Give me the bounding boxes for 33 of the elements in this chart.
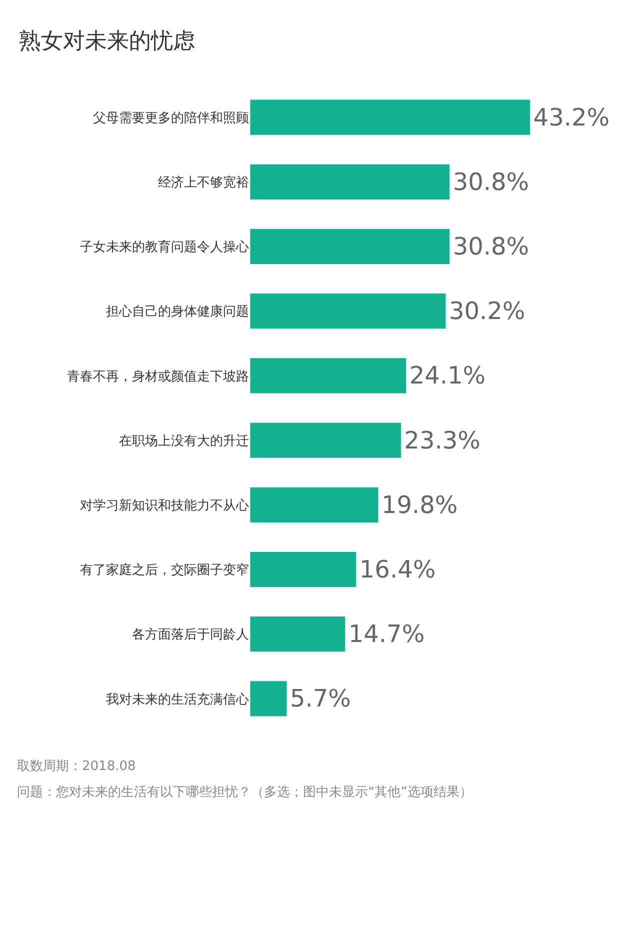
bar xyxy=(250,680,288,717)
bar xyxy=(250,486,379,523)
y-tick-label: 子女未来的教育问题令人操心 xyxy=(80,239,249,256)
text: 问题：您对未来的生活有以下哪些担忧？（多选；图中未显示“其他”选项结果） xyxy=(17,785,472,800)
y-tick-label: 各方面落后于同龄人 xyxy=(132,626,249,643)
bar xyxy=(250,616,346,652)
data-label: 5.7% xyxy=(290,684,351,713)
data-label: 19.8% xyxy=(381,490,458,519)
chart-title: 熟女对未来的忧虑 xyxy=(19,28,196,54)
y-tick-label: 青春不再，身材或颜值走下坡路 xyxy=(67,369,249,384)
data-label: 14.7% xyxy=(348,620,425,648)
data-label: 24.1% xyxy=(409,362,486,390)
y-tick-label: 有了家庭之后，交际圈子变窄 xyxy=(80,562,249,578)
bar xyxy=(250,164,450,200)
data-label: 43.2% xyxy=(533,103,610,132)
bar xyxy=(250,228,450,265)
y-tick-label: 担心自己的身体健康问题 xyxy=(106,304,249,320)
data-label: 16.4% xyxy=(359,555,436,584)
data-label: 30.8% xyxy=(452,168,530,196)
bar xyxy=(250,551,357,588)
y-tick-label: 父母需要更多的陪伴和照顾 xyxy=(93,110,249,126)
y-tick-label: 在职场上没有大的升迁 xyxy=(119,434,249,449)
data-label: 30.2% xyxy=(448,297,526,326)
y-tick-label: 我对未来的生活充满信心 xyxy=(106,691,249,708)
bar xyxy=(250,293,446,330)
bar xyxy=(250,422,402,458)
y-tick-label: 对学习新知识和技能力不从心 xyxy=(80,497,249,514)
y-tick-label: 经济上不够宽裕 xyxy=(158,174,249,190)
data-label: 23.3% xyxy=(404,426,480,454)
bar xyxy=(250,358,407,394)
data-label: 30.8% xyxy=(452,232,530,261)
text: 取数周期：2018.08 xyxy=(17,759,136,774)
bar xyxy=(250,99,531,136)
